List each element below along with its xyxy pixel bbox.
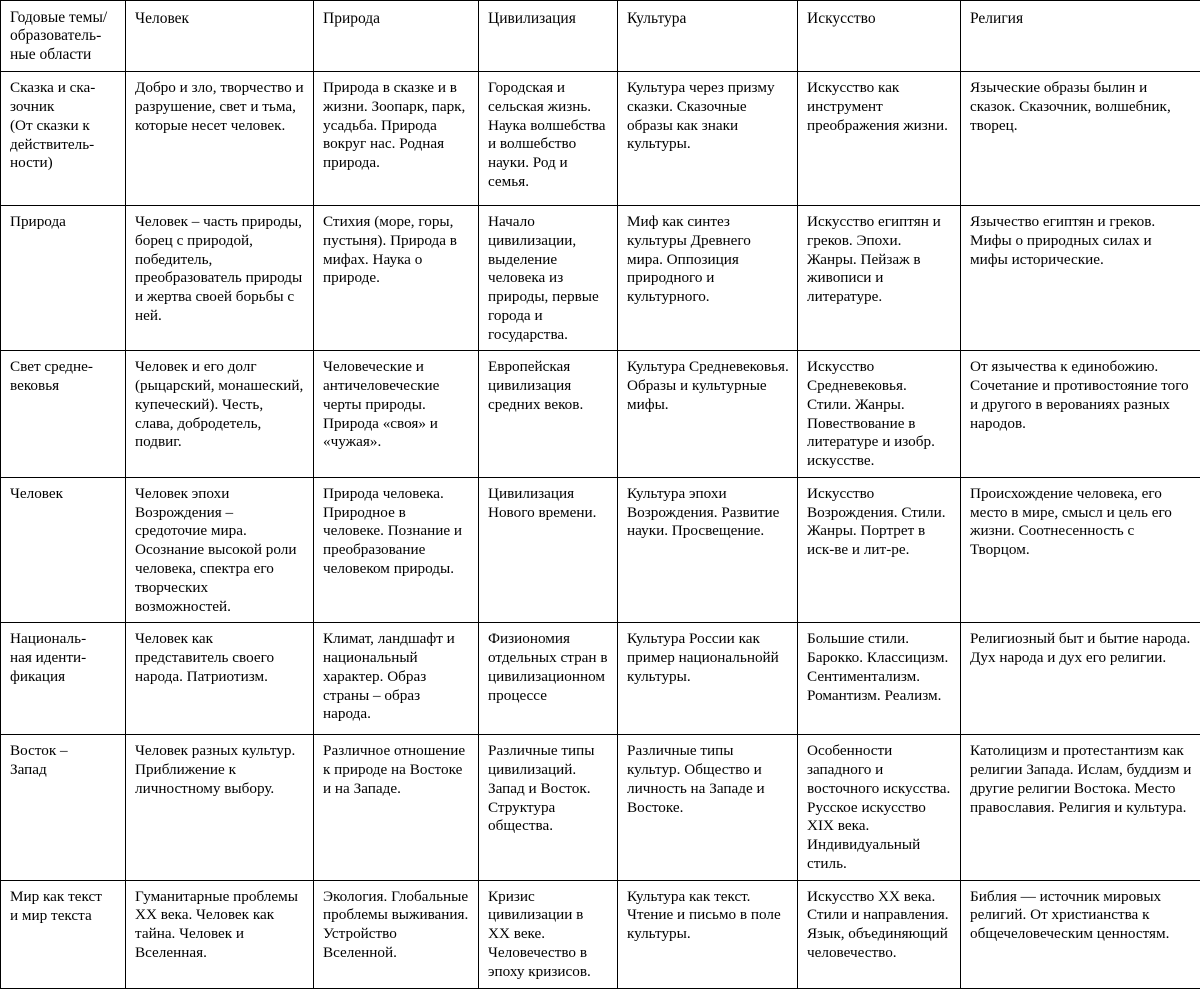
- cell-civilizaciya: Физиономия отдельных стран в цивилизацио…: [479, 623, 618, 735]
- table-row: Сказка и ска- зочник (От сказки к действ…: [1, 72, 1200, 206]
- column-header-themes: Годовые темы/ образователь- ные области: [1, 1, 126, 72]
- cell-priroda: Различное отношение к природе на Востоке…: [314, 735, 479, 880]
- table-row: Человек Человек эпохи Возрождения – сред…: [1, 477, 1200, 622]
- cell-civilizaciya: Европейская цивилизация средних веков.: [479, 351, 618, 478]
- table-body: Сказка и ска- зочник (От сказки к действ…: [1, 72, 1200, 989]
- table-header: Годовые темы/ образователь- ные области …: [1, 1, 1200, 72]
- theme-line: Мир как текст: [10, 888, 117, 907]
- cell-religiya: Происхождение человека, его место в мире…: [961, 477, 1200, 622]
- cell-civilizaciya: Цивилизация Нового времени.: [479, 477, 618, 622]
- cell-iskusstvo: Искусство XX века. Стили и направления. …: [798, 880, 961, 988]
- row-theme-label: Сказка и ска- зочник (От сказки к действ…: [1, 72, 126, 206]
- cell-priroda: Климат, ландшафт и национальный характер…: [314, 623, 479, 735]
- header-line-3: ные области: [10, 46, 117, 64]
- column-header-religiya: Религия: [961, 1, 1200, 72]
- theme-line: ная иденти-: [10, 649, 117, 668]
- theme-line: фикация: [10, 668, 117, 687]
- document-sheet: Годовые темы/ образователь- ные области …: [0, 0, 1200, 838]
- cell-iskusstvo: Искусство Средневековья. Стили. Жанры. П…: [798, 351, 961, 478]
- theme-line: Сказка и ска-: [10, 79, 117, 98]
- row-theme-label: Человек: [1, 477, 126, 622]
- theme-line: вековья: [10, 377, 117, 396]
- cell-chelovek: Добро и зло, творчество и разрушение, св…: [126, 72, 314, 206]
- cell-civilizaciya: Начало цивилизации, выделение человека и…: [479, 206, 618, 351]
- table-row: Природа Человек – часть природы, борец с…: [1, 206, 1200, 351]
- cell-religiya: Языческие образы былин и сказок. Сказочн…: [961, 72, 1200, 206]
- theme-line: Запад: [10, 761, 117, 780]
- theme-line: действитель-: [10, 136, 117, 155]
- cell-chelovek: Человек и его долг (рыцарский, монашески…: [126, 351, 314, 478]
- theme-line: Националь-: [10, 630, 117, 649]
- cell-religiya: От язычества к единобожию. Сочетание и п…: [961, 351, 1200, 478]
- table-row: Восток – Запад Человек разных культур. П…: [1, 735, 1200, 880]
- table-row: Свет средне- вековья Человек и его долг …: [1, 351, 1200, 478]
- column-header-kultura: Культура: [618, 1, 798, 72]
- cell-civilizaciya: Городская и сельская жизнь. Наука волшеб…: [479, 72, 618, 206]
- cell-iskusstvo: Особенности западного и восточного искус…: [798, 735, 961, 880]
- cell-kultura: Культура эпохи Возрождения. Развитие нау…: [618, 477, 798, 622]
- row-theme-label: Националь- ная иденти- фикация: [1, 623, 126, 735]
- cell-iskusstvo: Искусство Возрождения. Стили. Жанры. Пор…: [798, 477, 961, 622]
- cell-religiya: Библия — источник мировых религий. От хр…: [961, 880, 1200, 988]
- cell-kultura: Миф как синтез культуры Древнего мира. О…: [618, 206, 798, 351]
- table-row: Мир как текст и мир текста Гуманитарные …: [1, 880, 1200, 988]
- cell-chelovek: Человек как представитель своего народа.…: [126, 623, 314, 735]
- cell-iskusstvo: Большие стили. Барокко. Классицизм. Сент…: [798, 623, 961, 735]
- cell-kultura: Культура России как пример национальнойй…: [618, 623, 798, 735]
- cell-priroda: Человеческие и античеловеческие черты пр…: [314, 351, 479, 478]
- cell-kultura: Культура через призму сказки. Сказочные …: [618, 72, 798, 206]
- cell-priroda: Природа человека. Природное в человеке. …: [314, 477, 479, 622]
- cell-religiya: Религиозный быт и бытие народа. Дух наро…: [961, 623, 1200, 735]
- theme-line: Восток –: [10, 742, 117, 761]
- cell-kultura: Различные типы культур. Общество и лично…: [618, 735, 798, 880]
- cell-priroda: Стихия (море, горы, пустыня). Природа в …: [314, 206, 479, 351]
- column-header-iskusstvo: Искусство: [798, 1, 961, 72]
- cell-priroda: Экология. Глобальные проблемы выживания.…: [314, 880, 479, 988]
- cell-religiya: Католицизм и протестантизм как религии З…: [961, 735, 1200, 880]
- theme-line: (От сказки к: [10, 117, 117, 136]
- cell-chelovek: Человек эпохи Возрождения – средоточие м…: [126, 477, 314, 622]
- cell-priroda: Природа в сказке и в жизни. Зоопарк, пар…: [314, 72, 479, 206]
- cell-iskusstvo: Искусство как инструмент преображения жи…: [798, 72, 961, 206]
- theme-line: Природа: [10, 213, 117, 232]
- cell-kultura: Культура как текст. Чтение и письмо в по…: [618, 880, 798, 988]
- row-theme-label: Мир как текст и мир текста: [1, 880, 126, 988]
- theme-line: и мир текста: [10, 907, 117, 926]
- cell-chelovek: Гуманитарные проблемы XX века. Человек к…: [126, 880, 314, 988]
- row-theme-label: Свет средне- вековья: [1, 351, 126, 478]
- theme-line: зочник: [10, 98, 117, 117]
- cell-iskusstvo: Искусство египтян и греков. Эпохи. Жанры…: [798, 206, 961, 351]
- theme-line: Свет средне-: [10, 358, 117, 377]
- column-header-priroda: Природа: [314, 1, 479, 72]
- theme-line: ности): [10, 154, 117, 173]
- cell-civilizaciya: Кризис цивилизации в XX веке. Человечест…: [479, 880, 618, 988]
- table-row: Националь- ная иденти- фикация Человек к…: [1, 623, 1200, 735]
- cell-chelovek: Человек – часть природы, борец с природо…: [126, 206, 314, 351]
- header-row: Годовые темы/ образователь- ные области …: [1, 1, 1200, 72]
- header-line-1: Годовые темы/: [10, 9, 117, 27]
- cell-religiya: Язычество египтян и греков. Мифы о приро…: [961, 206, 1200, 351]
- theme-line: Человек: [10, 485, 117, 504]
- cell-civilizaciya: Различные типы цивилизаций. Запад и Вост…: [479, 735, 618, 880]
- cell-chelovek: Человек разных культур. Приближение к ли…: [126, 735, 314, 880]
- column-header-civilizaciya: Цивилизация: [479, 1, 618, 72]
- row-theme-label: Восток – Запад: [1, 735, 126, 880]
- column-header-chelovek: Человек: [126, 1, 314, 72]
- header-line-2: образователь-: [10, 27, 117, 45]
- row-theme-label: Природа: [1, 206, 126, 351]
- cell-kultura: Культура Средневековья. Образы и культур…: [618, 351, 798, 478]
